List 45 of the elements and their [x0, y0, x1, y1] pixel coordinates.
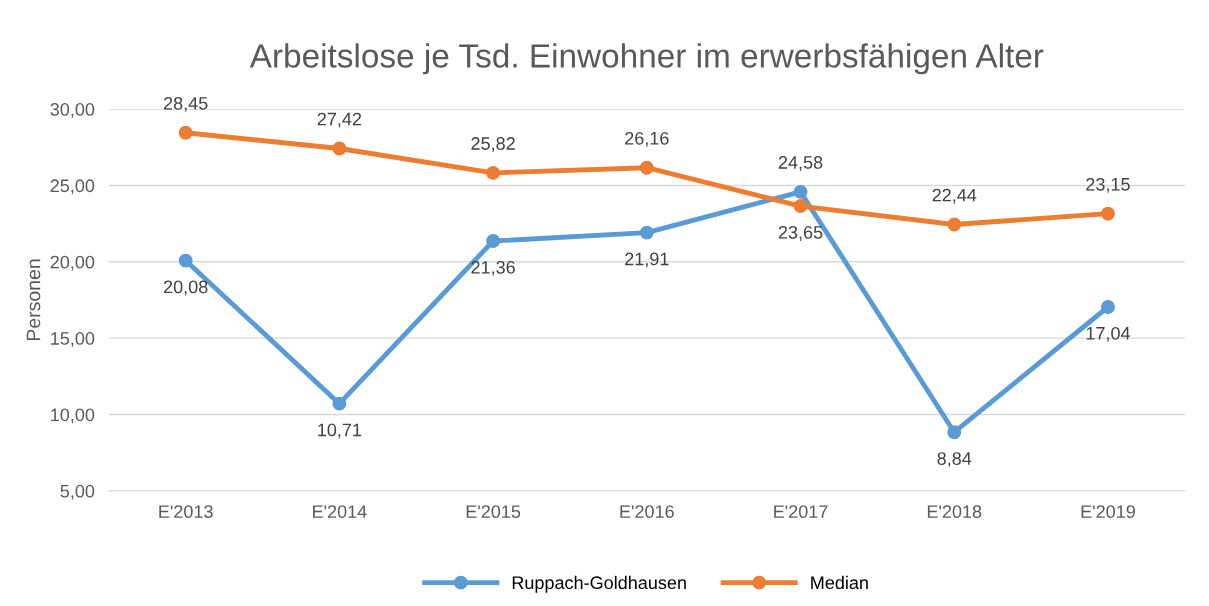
y-tick-label: 20,00 [50, 255, 95, 271]
point [332, 141, 347, 156]
legend-label: Median [811, 575, 868, 590]
x-tick-label: E'2013 [159, 505, 213, 519]
point [947, 217, 962, 232]
y-axis-title: Personen [26, 259, 41, 340]
y-tick-label: 15,00 [51, 332, 95, 347]
data-label: 25,82 [471, 137, 515, 153]
x-tick-label: E'2014 [313, 505, 367, 519]
data-label: 28,45 [163, 96, 208, 112]
point [947, 425, 962, 440]
point [332, 396, 347, 411]
x-tick-label: E'2015 [466, 505, 521, 519]
data-label: 26,16 [625, 131, 669, 147]
data-label: 20,08 [163, 280, 208, 296]
point [486, 234, 501, 248]
y-tick-label: 5,00 [60, 484, 95, 500]
chart-title: Arbeitslose je Tsd. Einwohner im erwerbsfähigen Alter [249, 43, 1044, 75]
point [793, 184, 808, 199]
data-label: 27,42 [317, 112, 362, 128]
point [178, 125, 193, 140]
data-label: 17,04 [1086, 326, 1131, 342]
point [178, 253, 193, 268]
point [486, 165, 501, 180]
data-label: 23,15 [1086, 177, 1130, 193]
data-label: 8,84 [937, 452, 972, 468]
point [639, 225, 654, 240]
data-label: 21,91 [625, 252, 669, 268]
y-tick-label: 30,00 [50, 103, 95, 118]
x-tick-label: E'2016 [620, 505, 674, 519]
point [1101, 300, 1115, 314]
x-tick-label: E'2017 [774, 505, 828, 519]
data-label: 22,44 [932, 188, 977, 204]
data-label: 21,36 [471, 260, 515, 276]
x-tick-label: E'2018 [927, 505, 982, 519]
point [1101, 206, 1115, 221]
data-label: 23,65 [778, 225, 823, 241]
y-tick-label: 10,00 [51, 408, 95, 424]
point [793, 199, 808, 213]
y-tick-label: 25,00 [50, 179, 95, 195]
point [639, 160, 654, 175]
legend-label: Ruppach-Goldhausen [512, 575, 686, 593]
data-label: 24,58 [778, 156, 823, 171]
x-tick-label: E'2019 [1081, 505, 1135, 519]
data-label: 10,71 [318, 423, 362, 439]
